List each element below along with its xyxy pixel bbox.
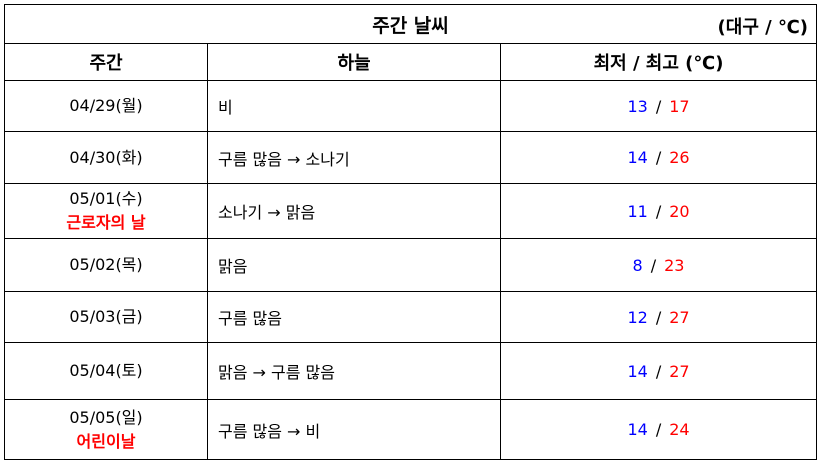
sky-cell: 소나기 → 맑음 xyxy=(207,183,501,239)
header-week: 주간 xyxy=(4,43,208,81)
temp-separator: / xyxy=(655,148,662,167)
temp-cell: 8 / 23 xyxy=(499,238,818,292)
date: 05/04(토) xyxy=(69,361,143,380)
high-temp: 17 xyxy=(669,96,690,116)
table-row: 04/29(월) 비 13 / 17 xyxy=(4,80,818,132)
sky-cell: 비 xyxy=(207,80,501,132)
low-temp: 12 xyxy=(627,307,648,327)
date-cell: 04/30(화) xyxy=(4,131,208,184)
high-temp: 27 xyxy=(669,361,690,381)
date: 05/03(금) xyxy=(69,307,143,326)
temp-separator: / xyxy=(650,255,657,275)
temp-cell: 14 / 26 xyxy=(499,131,818,184)
low-temp: 13 xyxy=(627,96,648,116)
temp-separator: / xyxy=(655,201,662,221)
date: 04/29(월) xyxy=(69,96,143,115)
high-temp: 27 xyxy=(669,307,690,327)
temp-separator: / xyxy=(655,420,662,439)
temp-cell: 14 / 24 xyxy=(499,399,818,460)
date-cell: 05/02(목) xyxy=(4,238,208,292)
temp-separator: / xyxy=(655,361,662,381)
low-temp: 14 xyxy=(627,420,648,439)
table-row: 04/30(화) 구름 많음 → 소나기 14 / 26 xyxy=(4,131,818,184)
sky-cell: 구름 많음 → 비 xyxy=(207,399,501,460)
low-temp: 14 xyxy=(627,148,648,167)
header-row: 주간 하늘 최저 / 최고 (℃) xyxy=(4,43,818,81)
table-row: 05/03(금) 구름 많음 12 / 27 xyxy=(4,291,818,343)
header-temp: 최저 / 최고 (℃) xyxy=(499,43,818,81)
sky-cell: 맑음 → 구름 많음 xyxy=(207,342,501,400)
temp-cell: 14 / 27 xyxy=(499,342,818,400)
table-row: 05/04(토) 맑음 → 구름 많음 14 / 27 xyxy=(4,342,818,400)
temp-cell: 11 / 20 xyxy=(499,183,818,239)
high-temp: 23 xyxy=(664,255,685,275)
holiday-label: 어린이날 xyxy=(76,431,136,451)
table-title-cell: 주간 날씨 (대구 / ℃) xyxy=(3,4,818,44)
table-row: 05/01(수) 근로자의 날 소나기 → 맑음 11 / 20 xyxy=(4,183,818,239)
date-cell: 04/29(월) xyxy=(4,80,208,132)
date: 05/05(일) xyxy=(69,407,143,427)
table-row: 05/02(목) 맑음 8 / 23 xyxy=(4,238,818,292)
date-cell: 05/04(토) xyxy=(4,342,208,400)
date: 05/01(수) xyxy=(69,189,143,208)
table-title: 주간 날씨 xyxy=(372,14,449,37)
date-cell: 05/03(금) xyxy=(4,291,208,343)
high-temp: 24 xyxy=(669,420,690,439)
low-temp: 11 xyxy=(627,201,648,221)
low-temp: 14 xyxy=(627,361,648,381)
date: 04/30(화) xyxy=(69,147,143,167)
sky-cell: 구름 많음 → 소나기 xyxy=(207,131,501,184)
temp-separator: / xyxy=(655,96,662,116)
temp-cell: 13 / 17 xyxy=(499,80,818,132)
high-temp: 20 xyxy=(669,201,690,221)
temp-cell: 12 / 27 xyxy=(499,291,818,343)
date-cell: 05/05(일) 어린이날 xyxy=(4,399,208,460)
weekly-weather-table: 주간 날씨 (대구 / ℃) 주간 하늘 최저 / 최고 (℃) 04/29(월… xyxy=(3,4,818,460)
sky-cell: 구름 많음 xyxy=(207,291,501,343)
location-unit: (대구 / ℃) xyxy=(717,17,809,38)
sky-cell: 맑음 xyxy=(207,238,501,292)
temp-separator: / xyxy=(655,307,662,327)
header-sky: 하늘 xyxy=(207,43,501,81)
table-row: 05/05(일) 어린이날 구름 많음 → 비 14 / 24 xyxy=(4,399,818,460)
low-temp: 8 xyxy=(632,255,643,275)
date: 05/02(목) xyxy=(69,255,143,274)
date-cell: 05/01(수) 근로자의 날 xyxy=(4,183,208,239)
holiday-label: 근로자의 날 xyxy=(66,213,146,232)
high-temp: 26 xyxy=(669,148,690,167)
